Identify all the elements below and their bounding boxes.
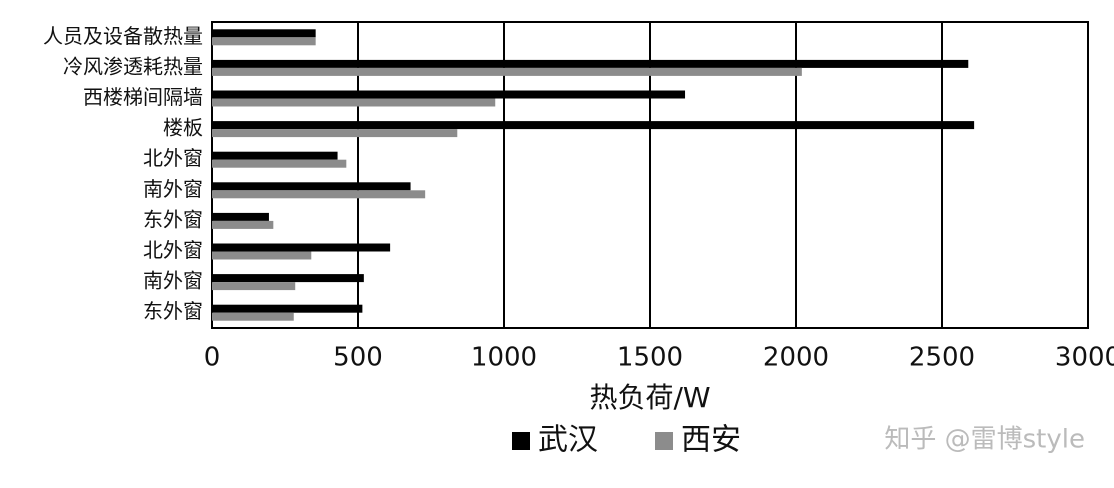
y-tick-label: 冷风渗透耗热量 bbox=[63, 54, 203, 78]
bar bbox=[212, 67, 802, 76]
plot-border bbox=[211, 21, 1089, 329]
x-tick-label: 2000 bbox=[763, 343, 829, 373]
y-tick-label: 南外窗 bbox=[143, 177, 203, 201]
bar bbox=[212, 282, 296, 291]
x-tick-label: 500 bbox=[333, 343, 383, 373]
x-tick-label: 1000 bbox=[471, 343, 537, 373]
y-tick-label: 东外窗 bbox=[143, 299, 203, 323]
y-tick-label: 人员及设备散热量 bbox=[43, 24, 203, 48]
bar bbox=[212, 212, 269, 221]
bar bbox=[212, 37, 316, 46]
x-tick-label: 3000 bbox=[1055, 343, 1114, 373]
bar bbox=[212, 129, 458, 138]
legend-swatch bbox=[655, 432, 673, 450]
bar bbox=[212, 220, 274, 229]
legend-swatch bbox=[512, 432, 530, 450]
bar bbox=[212, 312, 294, 321]
bar bbox=[212, 90, 686, 99]
bar bbox=[212, 190, 426, 199]
watermark: 知乎 @雷博style bbox=[884, 425, 1085, 455]
y-tick-label: 北外窗 bbox=[143, 146, 203, 170]
x-tick-label: 2500 bbox=[909, 343, 975, 373]
legend-label: 西安 bbox=[681, 423, 741, 458]
y-tick-label: 西楼梯间隔墙 bbox=[83, 85, 203, 109]
y-tick-label: 东外窗 bbox=[143, 207, 203, 231]
bar bbox=[212, 274, 364, 283]
bar bbox=[212, 304, 363, 313]
bar bbox=[212, 151, 338, 160]
legend-label: 武汉 bbox=[538, 423, 598, 458]
bar bbox=[212, 159, 347, 168]
bar bbox=[212, 243, 391, 252]
x-tick-label: 1500 bbox=[617, 343, 683, 373]
bar bbox=[212, 182, 411, 191]
bar bbox=[212, 59, 969, 68]
x-tick-label: 0 bbox=[204, 343, 221, 373]
y-tick-label: 南外窗 bbox=[143, 269, 203, 293]
y-tick-label: 楼板 bbox=[163, 116, 203, 140]
bar bbox=[212, 251, 312, 260]
x-axis-title: 热负荷/W bbox=[589, 381, 710, 414]
bar bbox=[212, 98, 496, 107]
bar bbox=[212, 121, 975, 130]
y-tick-label: 北外窗 bbox=[143, 238, 203, 262]
bar bbox=[212, 29, 316, 38]
